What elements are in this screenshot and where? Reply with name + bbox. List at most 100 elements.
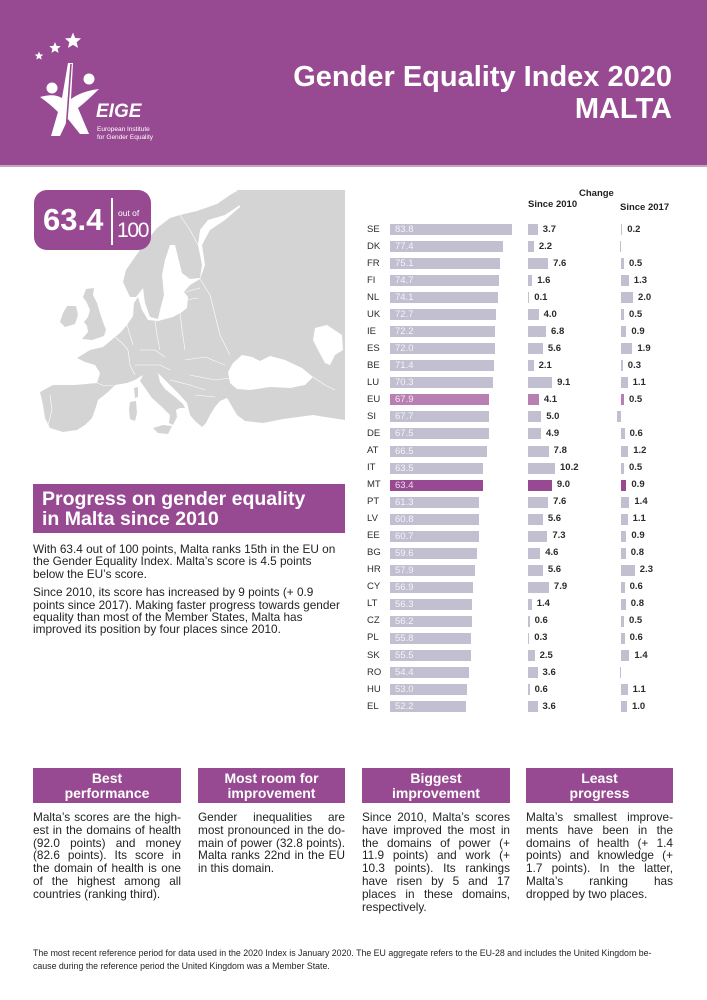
- change-since-2017-bar: [621, 598, 626, 610]
- change-since-2010-bar: [528, 479, 552, 491]
- score-bar-value: 71.4: [395, 360, 414, 372]
- country-label: RO: [367, 666, 382, 678]
- land-sicily: [153, 425, 172, 434]
- country-label: NL: [367, 291, 380, 303]
- change-since-2010-label: 4.1: [543, 393, 558, 405]
- change-since-2017-bar: [621, 326, 627, 338]
- score-bar-value: 74.1: [395, 292, 414, 304]
- score-bar: [390, 309, 497, 321]
- change-since-2017-bar: [621, 632, 625, 644]
- highlight-text: Gender inequalities are most pronounced …: [198, 810, 345, 876]
- change-since-2017-label: 1.9: [637, 342, 651, 354]
- country-label: LT: [367, 598, 378, 610]
- score-bar: [390, 650, 472, 661]
- country-label: UK: [367, 308, 381, 320]
- country-label: SI: [367, 410, 376, 422]
- score-bar: [390, 241, 503, 253]
- country-label: BE: [367, 359, 380, 371]
- change-since-2017-bar: [621, 479, 627, 491]
- score-bar-value: 52.2: [395, 701, 414, 713]
- highlight-heading-line: Least: [581, 769, 618, 786]
- highlight-heading-line: progress: [569, 784, 630, 801]
- change-since-2017-bar: [621, 581, 625, 593]
- change-since-2010-label: 7.8: [553, 445, 567, 457]
- change-since-2017-bar: [621, 275, 629, 287]
- change-since-2017-bar: [621, 650, 630, 661]
- country-label: EE: [367, 530, 380, 542]
- change-since-2017-bar: [621, 394, 624, 406]
- score-bar-value: 75.1: [395, 258, 414, 270]
- score-value: 63.4: [43, 202, 104, 237]
- change-since-2017-label: 0.6: [629, 632, 643, 644]
- score-bar-value: 57.9: [395, 564, 414, 576]
- star-icon: [49, 42, 61, 53]
- change-since-2010-label: 7.6: [553, 257, 567, 269]
- change-since-2017-bar: [621, 701, 627, 713]
- highlight-text: Since 2010, Malta’s scores have improved…: [362, 810, 510, 914]
- score-bar: [390, 394, 490, 406]
- change-since-2017-bar: [621, 496, 630, 508]
- score-badge: 63.4 out of 100: [34, 190, 151, 250]
- change-since-2017-label: 0.3: [627, 359, 642, 371]
- highlight-heading: Best performance: [33, 768, 181, 803]
- change-since-2010-label: 0.1: [534, 291, 548, 303]
- change-since-2017-label: 1.4: [634, 649, 648, 661]
- change-since-2017-label: 0.5: [629, 462, 643, 474]
- chart-header-change: Change: [579, 188, 614, 199]
- score-bar: [390, 462, 483, 474]
- change-since-2017-label: 1.1: [632, 376, 646, 388]
- logo-line-2: for Gender Equality: [97, 134, 154, 141]
- change-since-2010-label: 9.0: [556, 479, 571, 491]
- change-since-2010-label: 5.6: [547, 513, 562, 525]
- country-label: HR: [367, 564, 381, 576]
- score-bar-value: 61.3: [395, 496, 414, 508]
- score-bar: [390, 684, 468, 696]
- change-since-2017-bar: [621, 547, 626, 559]
- score-bar: [390, 360, 495, 372]
- score-bar: [390, 479, 483, 491]
- country-label: SK: [367, 649, 380, 661]
- change-since-2017-label: 0.5: [629, 393, 643, 405]
- score-bar: [390, 326, 496, 338]
- country-label: FR: [367, 257, 380, 269]
- eige-logo: EIGE European Institute for Gender Equal…: [34, 32, 154, 141]
- footnote: The most recent reference period for dat…: [33, 948, 652, 971]
- change-since-2010-label: 0.6: [534, 615, 548, 627]
- change-since-2010-bar: [528, 292, 530, 304]
- black-sea: [228, 355, 313, 390]
- country-label: PL: [367, 632, 379, 644]
- change-since-2010-label: 2.5: [539, 649, 553, 661]
- star-icon: [64, 32, 82, 48]
- change-since-2010-bar: [528, 445, 549, 457]
- highlight-heading: Most room for improvement: [198, 768, 345, 803]
- score-bar-value: 74.7: [395, 275, 414, 287]
- change-since-2017-label: 0.2: [627, 223, 641, 235]
- score-bar: [390, 530, 479, 542]
- change-since-2010-bar: [528, 309, 539, 321]
- score-bar-value: 55.5: [395, 650, 414, 661]
- change-since-2017-label: 0.5: [629, 615, 643, 627]
- highlight-heading-line: Best: [91, 769, 123, 786]
- country-label: DK: [367, 240, 381, 252]
- country-borders: [47, 214, 336, 426]
- score-bar: [390, 615, 473, 627]
- highlight-text: Malta’s smallest improve­ments have been…: [526, 810, 673, 901]
- change-since-2017-bar: [619, 241, 621, 253]
- change-since-2010-bar: [528, 411, 542, 423]
- change-since-2017-bar: [621, 564, 635, 576]
- change-since-2010-bar: [528, 462, 556, 474]
- change-since-2017-label: 0.9: [631, 530, 645, 542]
- country-label: LU: [367, 376, 380, 388]
- score-bar-value: 83.8: [395, 224, 414, 235]
- chart-header-since-2017: Since 2017: [620, 202, 670, 213]
- change-since-2010-label: 5.6: [547, 564, 562, 576]
- score-bar-value: 63.5: [395, 462, 414, 474]
- change-since-2017-bar: [621, 445, 629, 457]
- figures-icon: [40, 63, 99, 136]
- score-bar-value: 72.0: [395, 343, 414, 355]
- change-since-2017-bar: [619, 667, 621, 679]
- country-name: MALTA: [574, 93, 672, 125]
- score-bar-value: 53.0: [395, 684, 414, 696]
- change-since-2017-label: 0.5: [629, 257, 643, 269]
- change-since-2017-label: 0.9: [631, 325, 645, 337]
